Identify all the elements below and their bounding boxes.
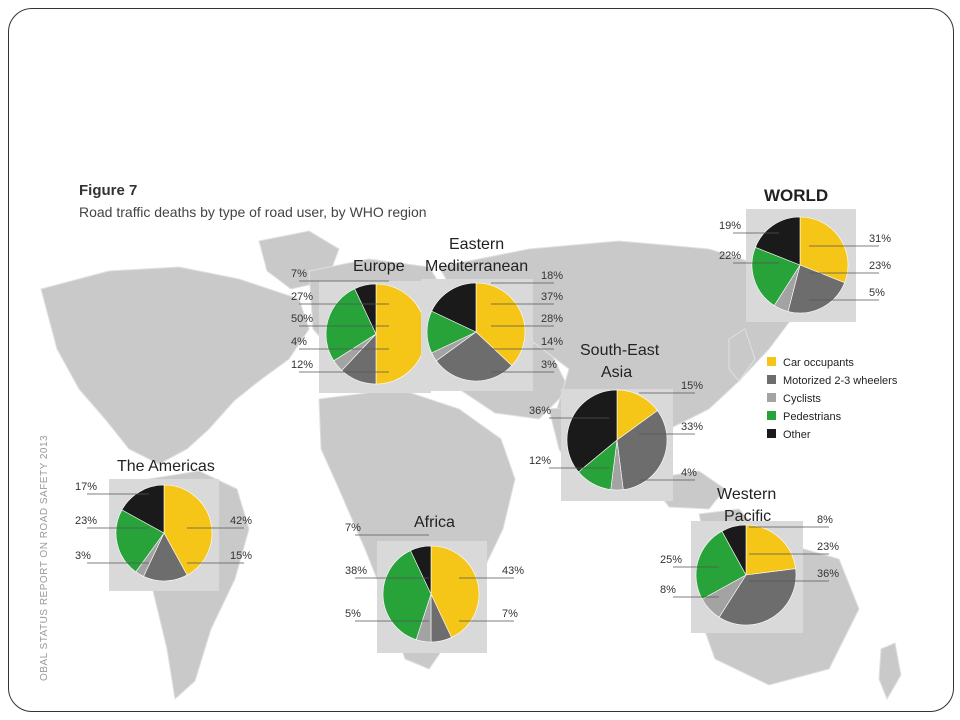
pie-data-label: 22% xyxy=(719,250,741,262)
pie-data-label: 19% xyxy=(719,220,741,232)
source-credit: OBAL STATUS REPORT ON ROAD SAFETY 2013 xyxy=(39,435,50,681)
pie-slice-motorized-2-3-wheelers xyxy=(435,331,513,382)
pie-data-label: 38% xyxy=(345,565,367,577)
legend-item-car-occupants: Car occupants xyxy=(767,357,854,369)
region-title-sea-1: South-East xyxy=(580,342,660,359)
pie-data-label: 17% xyxy=(75,481,97,493)
pie-data-label: 18% xyxy=(541,270,563,282)
pie-data-label: 43% xyxy=(502,565,524,577)
legend-swatch xyxy=(767,411,776,420)
pie-data-label: 23% xyxy=(817,541,839,553)
pie-slice-motorized-2-3-wheelers xyxy=(718,568,797,626)
pie-data-label: 31% xyxy=(869,233,891,245)
pie-data-label: 5% xyxy=(869,287,885,299)
pie-slice-other xyxy=(121,484,165,534)
region-title-eastern-2: Mediterranean xyxy=(425,258,528,275)
pie-the-americas: 17% 23% 3% 42% 15% xyxy=(75,479,252,591)
pie-slice-other xyxy=(410,545,432,595)
pie-slice-pedestrians xyxy=(115,509,165,573)
region-title-eastern-1: Eastern xyxy=(449,236,504,253)
pie-data-label: 27% xyxy=(291,291,313,303)
pie-western-pacific: 25% 8% 8% 23% 36% xyxy=(660,514,839,633)
region-title-world: WORLD xyxy=(764,186,828,205)
pie-slice-pedestrians xyxy=(325,288,377,362)
pie-data-label: 28% xyxy=(541,313,563,325)
pie-data-label: 4% xyxy=(291,336,307,348)
pie-data-label: 37% xyxy=(541,291,563,303)
legend-label: Pedestrians xyxy=(783,411,842,423)
pie-data-label: 8% xyxy=(817,514,833,526)
pie-slice-other xyxy=(431,282,477,333)
pie-slice-car-occupants xyxy=(430,545,480,638)
pie-data-label: 3% xyxy=(541,359,557,371)
pie-slice-pedestrians xyxy=(382,550,432,641)
region-title-sea-2: Asia xyxy=(601,364,632,381)
pie-data-label: 7% xyxy=(291,268,307,280)
legend-label: Car occupants xyxy=(783,357,854,369)
pie-data-label: 36% xyxy=(817,568,839,580)
figure-canvas: Figure 7 Road traffic deaths by type of … xyxy=(39,182,902,701)
slide-frame: Figure 7 Road traffic deaths by type of … xyxy=(8,8,954,712)
region-title-wp-2: Pacific xyxy=(724,508,771,525)
pie-data-label: 36% xyxy=(529,405,551,417)
pie-data-label: 4% xyxy=(681,467,697,479)
legend-swatch xyxy=(767,357,776,366)
region-title-americas: The Americas xyxy=(117,458,215,475)
legend-swatch xyxy=(767,429,776,438)
region-title-europe: Europe xyxy=(353,258,405,275)
pie-slice-car-occupants xyxy=(163,484,213,576)
pie-data-label: 50% xyxy=(291,313,313,325)
pie-data-label: 7% xyxy=(502,608,518,620)
pie-data-label: 15% xyxy=(230,550,252,562)
pie-data-label: 23% xyxy=(869,260,891,272)
pie-slice-motorized-2-3-wheelers xyxy=(616,410,668,490)
pie-slice-motorized-2-3-wheelers xyxy=(787,264,846,314)
pie-slice-other xyxy=(354,283,377,335)
legend-swatch xyxy=(767,375,776,384)
figure-subtitle: Road traffic deaths by type of road user… xyxy=(79,204,427,220)
pie-africa: 7% 38% 5% 43% 7% xyxy=(345,522,524,653)
pie-data-label: 7% xyxy=(345,522,361,534)
pie-data-label: 25% xyxy=(660,554,682,566)
pie-data-label: 14% xyxy=(541,336,563,348)
legend: Car occupants Motorized 2-3 wheelers Cycli… xyxy=(767,357,898,441)
pie-data-label: 23% xyxy=(75,515,97,527)
pie-data-label: 12% xyxy=(529,455,551,467)
legend-item-pedestrians: Pedestrians xyxy=(767,411,842,423)
pie-data-label: 15% xyxy=(681,380,703,392)
pie-slice-car-occupants xyxy=(799,216,849,284)
pie-slice-car-occupants xyxy=(745,524,796,576)
figure-label: Figure 7 xyxy=(79,182,137,199)
pie-slice-pedestrians xyxy=(695,530,747,600)
pie-europe: 7% 27% 50% 4% 12% xyxy=(291,268,431,393)
pie-world: 19% 22% 31% 23% 5% xyxy=(719,209,891,322)
pie-slice-other xyxy=(566,389,618,473)
legend-swatch xyxy=(767,393,776,402)
legend-label: Other xyxy=(783,429,811,441)
region-title-wp-1: Western xyxy=(717,486,776,503)
legend-item-cyclists: Cyclists xyxy=(767,393,821,405)
legend-item-motorized-2-3-wheelers: Motorized 2-3 wheelers xyxy=(767,375,898,387)
pie-data-label: 5% xyxy=(345,608,361,620)
pie-charts: 19% 22% 31% 23% 5% 7% 27% 50% 4% 12% 18% 37% 28% 14% 3… xyxy=(75,209,891,653)
pie-slice-other xyxy=(721,524,747,576)
pie-data-label: 3% xyxy=(75,550,91,562)
legend-item-other: Other xyxy=(767,429,811,441)
region-title-africa: Africa xyxy=(414,514,455,531)
pie-eastern-mediterranean: 18% 37% 28% 14% 3% xyxy=(421,270,563,391)
pie-slice-pedestrians xyxy=(751,246,801,306)
pie-data-label: 42% xyxy=(230,515,252,527)
legend-label: Cyclists xyxy=(783,393,821,405)
legend-label: Motorized 2-3 wheelers xyxy=(783,375,898,387)
pie-data-label: 8% xyxy=(660,584,676,596)
pie-slice-other xyxy=(754,216,801,266)
pie-south-east-asia: 36% 12% 15% 33% 4% xyxy=(529,380,703,501)
pie-data-label: 33% xyxy=(681,421,703,433)
pie-data-label: 12% xyxy=(291,359,313,371)
